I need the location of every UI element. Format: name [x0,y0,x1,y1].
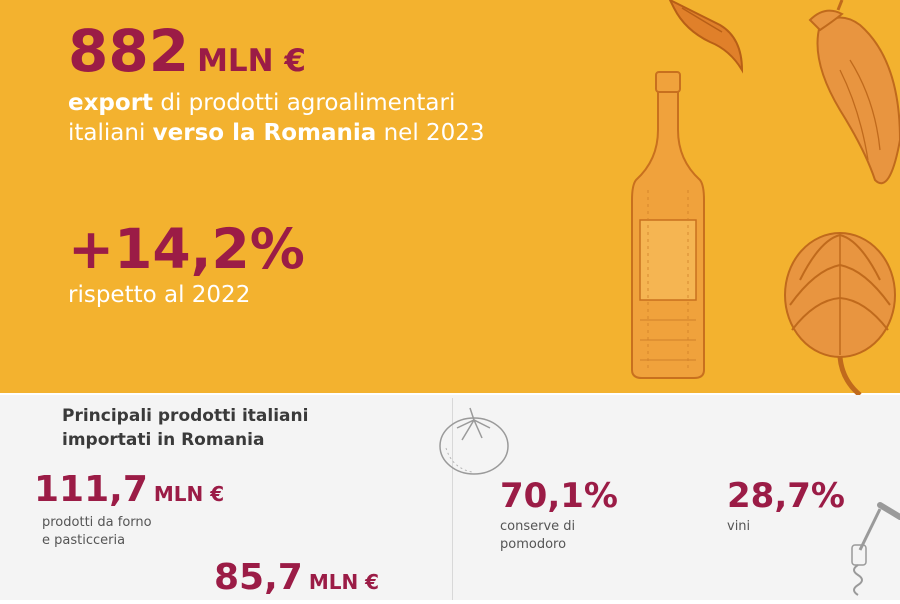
product-value-1-unit: MLN € [153,482,225,506]
export-destination: verso la Romania [152,120,377,146]
hero-panel [0,0,900,393]
products-title-line2: importati in Romania [62,430,265,450]
export-desc-line2-pre: italiani [68,120,153,146]
column-divider [452,398,453,600]
product-label-1: prodotti da forno e pasticceria [42,514,152,550]
product-value-1: 111,7 MLN € [34,468,224,516]
growth-caption: rispetto al 2022 [68,282,251,308]
export-desc-line1: di prodotti agroalimentari [153,90,456,116]
product-value-2-number: 85,7 [214,557,303,598]
export-keyword: export [68,90,154,116]
products-panel [0,393,900,600]
product-value-2-unit: MLN € [308,570,380,594]
growth-value: +14,2% [68,217,305,281]
tomato-icon [439,407,509,475]
share-wine-value: 28,7% [727,476,845,516]
share-wine-label: vini [727,518,750,536]
eggplant-icon [808,0,900,185]
product-value-2: 85,7 MLN € [214,556,379,604]
export-desc-year: nel 2023 [376,120,485,146]
wine-bottle-icon [631,71,705,379]
product-value-1-number: 111,7 [34,469,148,510]
panel-divider [0,393,900,395]
export-total-value: 882 [68,17,190,85]
chili-pepper-icon [668,0,744,74]
share-tomato-value: 70,1% [500,476,618,516]
product-label-1-line1: prodotti da forno [42,515,152,530]
share-tomato-label-line1: conserve di [500,519,576,534]
share-wine-label-line1: vini [727,519,751,534]
export-total: 882 MLN € [68,16,306,96]
products-title: Principali prodotti italiani importati i… [62,404,308,452]
artichoke-icon [784,232,896,395]
corkscrew-icon [851,502,900,596]
product-label-1-line2: e pasticceria [42,533,126,548]
export-description: export di prodotti agroalimentari italia… [68,88,485,148]
share-tomato-label-line2: pomodoro [500,537,567,552]
products-title-line1: Principali prodotti italiani [62,406,309,426]
export-total-unit: MLN € [197,43,306,79]
share-tomato-label: conserve di pomodoro [500,518,575,554]
